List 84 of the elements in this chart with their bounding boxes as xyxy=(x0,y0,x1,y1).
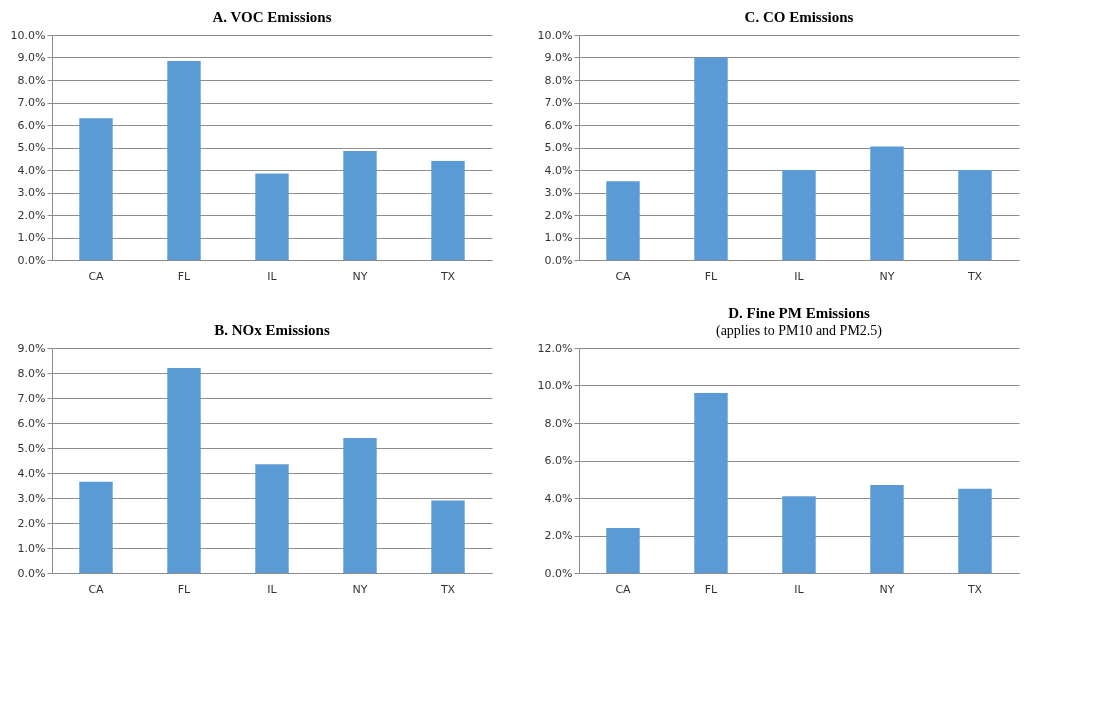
y-tick-label: 2.0% xyxy=(17,516,46,530)
y-tick-label: 8.0% xyxy=(544,73,573,87)
x-tick-label: CA xyxy=(615,269,632,283)
bar xyxy=(870,484,904,573)
bar xyxy=(958,488,992,573)
x-tick-label: FL xyxy=(177,582,192,596)
chart-title: B. NOx Emissions xyxy=(214,322,330,338)
bar xyxy=(255,464,289,573)
bar xyxy=(694,57,728,260)
bar xyxy=(606,528,640,573)
y-tick-label: 4.0% xyxy=(544,163,573,177)
y-tick-label: 6.0% xyxy=(17,118,46,132)
y-tick-label: 2.0% xyxy=(544,208,573,222)
y-tick-label: 0.0% xyxy=(544,253,573,267)
bar xyxy=(431,161,465,260)
y-tick-label: 0.0% xyxy=(17,566,46,580)
y-tick-label: 8.0% xyxy=(17,73,46,87)
y-tick-label: 3.0% xyxy=(17,491,46,505)
y-tick-label: 5.0% xyxy=(17,141,46,154)
y-tick-label: 1.0% xyxy=(17,541,46,555)
x-tick-label: IL xyxy=(794,582,805,596)
chart-title: A. VOC Emissions xyxy=(212,9,332,25)
y-tick-label: 0.0% xyxy=(17,253,46,267)
bar xyxy=(694,393,728,573)
y-tick-label: 5.0% xyxy=(17,441,46,455)
y-tick-label: 10.0% xyxy=(537,28,573,42)
y-tick-label: 6.0% xyxy=(544,118,573,132)
bar xyxy=(782,170,816,260)
x-tick-label: CA xyxy=(615,582,632,596)
bar xyxy=(79,118,113,260)
chart-title: C. CO Emissions xyxy=(744,9,854,25)
x-tick-label: FL xyxy=(177,269,192,283)
y-tick-label: 8.0% xyxy=(17,366,46,380)
chart-title: D. Fine PM Emissions xyxy=(728,305,870,321)
y-tick-label: 3.0% xyxy=(17,186,46,199)
x-tick-label: CA xyxy=(88,269,105,283)
bar xyxy=(167,60,201,260)
y-tick-label: 4.0% xyxy=(17,466,46,480)
x-tick-label: FL xyxy=(704,269,719,283)
x-tick-label: FL xyxy=(704,582,719,596)
x-tick-label: IL xyxy=(267,582,278,596)
y-tick-label: 2.0% xyxy=(544,529,573,542)
y-tick-label: 10.0% xyxy=(537,379,573,392)
y-tick-label: 8.0% xyxy=(544,416,573,430)
bar xyxy=(431,500,465,573)
y-tick-label: 7.0% xyxy=(17,391,46,405)
y-tick-label: 9.0% xyxy=(544,51,573,64)
y-tick-label: 3.0% xyxy=(544,186,573,199)
bar xyxy=(958,170,992,260)
y-tick-label: 1.0% xyxy=(17,231,46,244)
x-tick-label: IL xyxy=(794,269,805,283)
bar xyxy=(870,146,904,260)
x-tick-label: NY xyxy=(352,582,368,596)
chart-subtitle: (applies to PM10 and PM2.5) xyxy=(715,323,883,339)
x-tick-label: CA xyxy=(88,582,105,596)
bar xyxy=(167,368,201,573)
bar xyxy=(255,173,289,260)
y-tick-label: 12.0% xyxy=(537,341,573,355)
y-tick-label: 0.0% xyxy=(544,566,573,580)
y-tick-label: 9.0% xyxy=(17,51,46,64)
bar xyxy=(606,181,640,260)
y-tick-label: 6.0% xyxy=(544,454,573,467)
y-tick-label: 7.0% xyxy=(17,96,46,109)
y-tick-label: 9.0% xyxy=(17,341,46,355)
y-tick-label: 10.0% xyxy=(10,28,46,42)
bar xyxy=(782,496,816,573)
x-tick-label: TX xyxy=(439,269,456,283)
bar xyxy=(79,481,113,573)
y-tick-label: 4.0% xyxy=(544,491,573,505)
x-tick-label: NY xyxy=(879,269,895,283)
x-tick-label: TX xyxy=(966,269,983,283)
y-tick-label: 4.0% xyxy=(17,163,46,177)
x-tick-label: TX xyxy=(966,582,983,596)
x-tick-label: NY xyxy=(879,582,895,596)
bar xyxy=(343,438,377,573)
x-tick-label: IL xyxy=(267,269,278,283)
y-tick-label: 7.0% xyxy=(544,96,573,109)
x-tick-label: TX xyxy=(439,582,456,596)
y-tick-label: 2.0% xyxy=(17,208,46,222)
y-tick-label: 6.0% xyxy=(17,416,46,430)
y-tick-label: 5.0% xyxy=(544,141,573,154)
x-tick-label: NY xyxy=(352,269,368,283)
y-tick-label: 1.0% xyxy=(544,231,573,244)
bar xyxy=(343,150,377,260)
